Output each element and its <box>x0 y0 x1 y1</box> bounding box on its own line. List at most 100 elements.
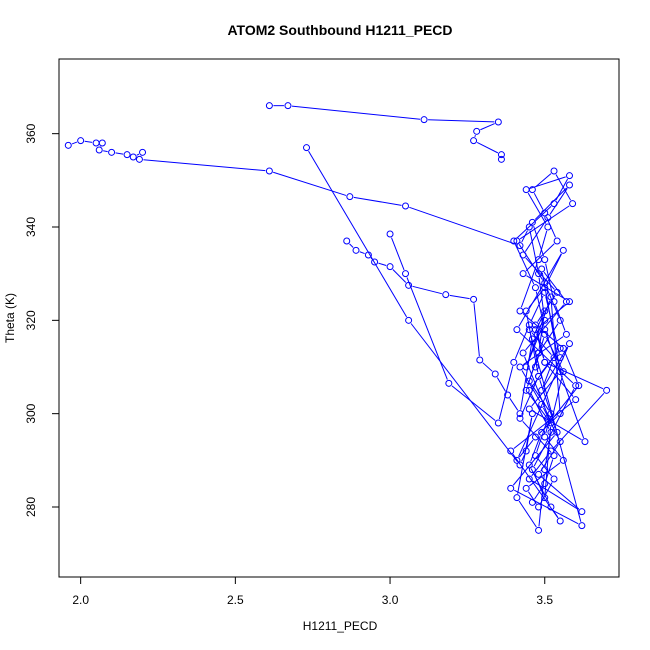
data-point <box>559 368 567 376</box>
series-line-segment <box>533 192 544 210</box>
data-point <box>544 414 552 422</box>
series-line-segment <box>516 206 552 239</box>
data-point <box>64 141 72 149</box>
data-point <box>550 452 558 460</box>
data-point <box>541 256 549 264</box>
data-point <box>77 137 85 145</box>
series-line-segment <box>482 362 493 372</box>
series-line-segment <box>555 174 572 201</box>
data-point <box>510 358 518 366</box>
data-point <box>541 307 549 315</box>
series-line-segment <box>520 342 533 410</box>
series-line-segment <box>526 314 539 373</box>
data-point <box>516 410 524 418</box>
data-point <box>95 146 103 154</box>
data-point <box>565 340 573 348</box>
data-point <box>556 316 564 324</box>
series-line-segment <box>519 332 574 384</box>
data-point <box>528 466 536 474</box>
series-line-segment <box>143 159 266 172</box>
data-point <box>556 354 564 362</box>
data-point <box>476 356 484 364</box>
data-point <box>575 382 583 390</box>
data-series <box>265 102 505 163</box>
data-series <box>303 144 564 534</box>
data-point <box>538 400 546 408</box>
series-line-segment <box>533 225 544 257</box>
data-point <box>507 447 515 455</box>
data-point <box>541 288 549 296</box>
series-line-segment <box>71 141 78 145</box>
data-point <box>556 368 564 376</box>
data-point <box>513 456 521 464</box>
y-tick-label: 300 <box>24 403 38 423</box>
data-series <box>343 237 567 427</box>
data-point <box>386 230 394 238</box>
series-line-segment <box>449 294 470 300</box>
series-line-segment <box>554 305 566 331</box>
y-tick-label: 340 <box>24 217 38 237</box>
data-point <box>513 326 521 334</box>
data-point <box>547 503 555 511</box>
series-line-segment <box>476 142 499 154</box>
data-point <box>445 379 453 387</box>
data-point <box>516 414 524 422</box>
data-point <box>538 265 546 273</box>
data-point <box>352 246 360 254</box>
series-line-segment <box>539 230 548 256</box>
data-point <box>525 405 533 413</box>
x-tick-label: 2.0 <box>72 593 89 607</box>
series-line-segment <box>546 337 562 369</box>
series-line-segment <box>473 303 480 357</box>
data-point <box>556 517 564 525</box>
data-point <box>535 503 543 511</box>
data-point <box>92 139 100 147</box>
data-point <box>535 372 543 380</box>
series-line-segment <box>522 420 552 454</box>
data-point <box>538 428 546 436</box>
series-line-segment <box>528 393 549 421</box>
data-point <box>516 363 524 371</box>
data-point <box>553 237 561 245</box>
data-point <box>528 218 536 226</box>
data-point <box>494 419 502 427</box>
x-tick-label: 3.5 <box>536 593 553 607</box>
data-point <box>550 475 558 483</box>
series-line-segment <box>84 140 93 143</box>
data-point <box>525 321 533 329</box>
data-point <box>135 155 143 163</box>
data-point <box>522 447 530 455</box>
data-point <box>572 396 580 404</box>
data-point <box>541 330 549 338</box>
data-point <box>513 237 521 245</box>
data-point <box>123 151 131 159</box>
data-point <box>265 167 273 175</box>
series-line-segment <box>540 323 559 350</box>
series-line-segment <box>512 435 555 486</box>
series-line-segment <box>521 370 541 402</box>
series-line-segment <box>378 262 387 266</box>
y-tick-label: 320 <box>24 310 38 330</box>
data-point <box>516 307 524 315</box>
data-point <box>531 452 539 460</box>
series-line-segment <box>474 134 476 138</box>
data-point <box>108 148 116 156</box>
series-line-segment <box>545 263 554 298</box>
data-point <box>494 118 502 126</box>
series-line-segment <box>409 206 517 245</box>
data-point <box>405 316 413 324</box>
series-line-segment <box>515 244 535 285</box>
series-line-segment <box>538 473 545 527</box>
data-point <box>284 102 292 110</box>
series-line-segment <box>537 458 552 477</box>
series-line-segment <box>521 379 538 415</box>
series-line-segment <box>518 244 543 280</box>
series-line-segment <box>532 410 582 441</box>
data-point <box>519 349 527 357</box>
series-line-segment <box>410 323 518 463</box>
data-point <box>519 270 527 278</box>
data-point <box>129 153 137 161</box>
series-line-segment <box>513 401 573 449</box>
x-tick-label: 2.5 <box>227 593 244 607</box>
data-point <box>538 386 546 394</box>
